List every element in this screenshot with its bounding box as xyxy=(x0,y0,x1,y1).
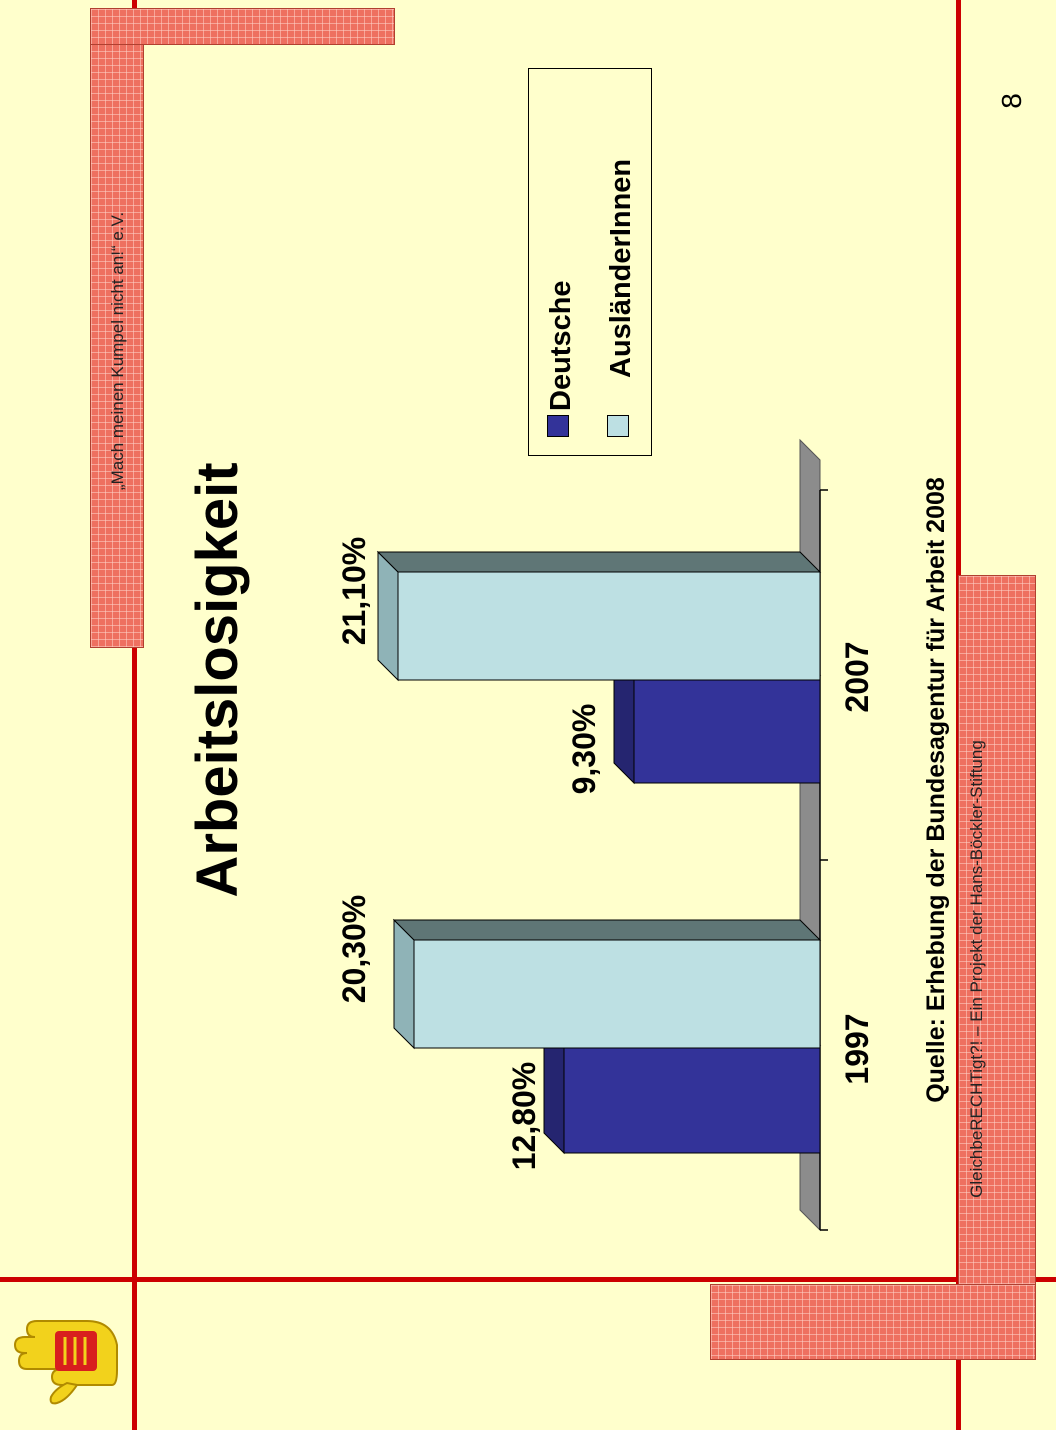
logo xyxy=(12,1300,122,1420)
bar-side-auslaender-1997 xyxy=(393,918,415,1050)
header-corner-block xyxy=(90,8,395,45)
bar-auslaender-2007 xyxy=(397,571,821,681)
footer-corner-block xyxy=(710,1284,1036,1360)
bar-deutsche-2007 xyxy=(633,674,821,784)
footer-banner xyxy=(958,575,1036,1360)
legend-swatch-deutsche xyxy=(547,415,569,437)
frame-line-top xyxy=(132,0,137,1430)
bar-auslaender-1997 xyxy=(413,939,821,1049)
bar-side-auslaender-2007 xyxy=(377,550,399,682)
frame-line-left xyxy=(0,1277,1056,1282)
bar-top-auslaender-1997 xyxy=(392,919,822,941)
bar-top-auslaender-2007 xyxy=(376,551,822,573)
legend-swatch-auslaender xyxy=(607,415,629,437)
chart-legend: Deutsche AusländerInnen xyxy=(528,68,652,456)
bar-deutsche-1997 xyxy=(563,1044,821,1154)
header-banner xyxy=(90,8,144,648)
